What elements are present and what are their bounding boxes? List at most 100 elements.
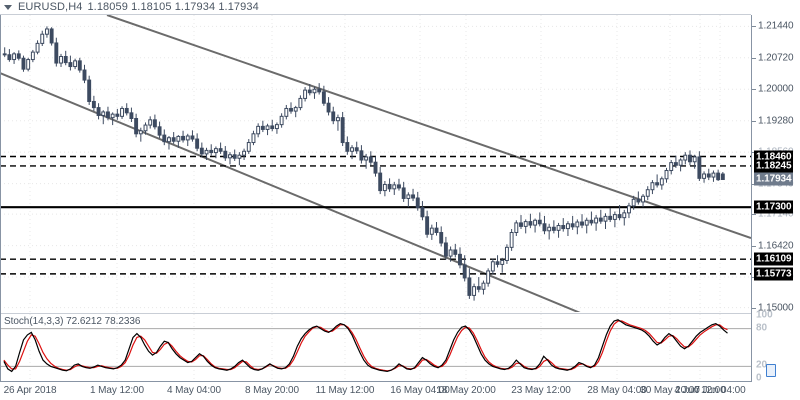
- candle-body: [594, 217, 599, 224]
- candle-body: [664, 169, 669, 180]
- candle-body: [565, 223, 570, 230]
- pane-left-border: [0, 15, 1, 382]
- stochastic-d-line[interactable]: [3, 320, 728, 372]
- candle-body: [556, 225, 561, 231]
- price-tick-mark: [752, 307, 756, 309]
- candle-body: [622, 212, 627, 219]
- stochastic-k-line[interactable]: [3, 319, 728, 373]
- candle-body: [260, 125, 265, 130]
- price-plot-area[interactable]: [0, 15, 751, 312]
- candle-body: [453, 249, 458, 255]
- candle-body: [382, 183, 387, 192]
- triangle-down-icon[interactable]: [4, 3, 13, 12]
- candle-body: [35, 42, 40, 53]
- candle-body: [603, 215, 608, 222]
- candle-body: [157, 126, 162, 136]
- candle-body: [397, 184, 401, 189]
- price-level-badge[interactable]: 1.16109: [754, 252, 794, 266]
- candle-body: [21, 57, 26, 70]
- price-tick-label: 1.16420: [758, 240, 794, 252]
- candlestick-series[interactable]: [2, 26, 725, 301]
- candle-body: [152, 119, 157, 128]
- price-scale-axis[interactable]: 1.214401.207201.200001.192801.185601.178…: [751, 15, 800, 384]
- time-tick-label: 1 May 12:00: [90, 385, 144, 396]
- current-price-badge[interactable]: 1.17934: [754, 172, 794, 186]
- candle-body: [354, 147, 359, 152]
- candle-body: [697, 156, 702, 179]
- candle-body: [627, 205, 631, 214]
- time-tick-label: 11 May 12:00: [315, 385, 375, 396]
- candle-body: [443, 242, 448, 257]
- candle-body: [129, 112, 134, 120]
- stochastic-plot-area[interactable]: [0, 314, 751, 381]
- candle-body: [106, 111, 110, 119]
- price-level-badge[interactable]: 1.17300: [754, 200, 794, 214]
- candle-body: [500, 259, 505, 265]
- price-level-badge[interactable]: 1.18245: [754, 159, 794, 173]
- candle-body: [678, 159, 683, 166]
- candle-body: [265, 125, 270, 130]
- candle-body: [237, 154, 242, 159]
- candle-body: [279, 115, 284, 126]
- symbol-timeframe-label: EURUSD,H4: [18, 1, 83, 13]
- price-tick-mark: [752, 57, 756, 59]
- price-tick-label: 1.20000: [758, 83, 794, 95]
- candle-body: [495, 261, 500, 265]
- trendline-channel-upper[interactable]: [106, 15, 751, 239]
- candle-body: [59, 55, 63, 64]
- candle-body: [411, 194, 416, 199]
- time-scale-axis[interactable]: 26 Apr 2018 1 May 12:00 4 May 04:00 8 May 2…: [0, 382, 751, 400]
- candle-body: [270, 125, 275, 130]
- candle-body: [171, 137, 176, 142]
- time-tick-label: 4 Jun 12:00: [674, 385, 726, 396]
- candle-body: [12, 53, 17, 61]
- stochastic-scale-label: 100: [756, 309, 773, 321]
- candle-body: [115, 113, 120, 117]
- candle-body: [720, 173, 725, 180]
- candle-body: [340, 117, 345, 144]
- candle-body: [425, 216, 430, 235]
- candle-body: [303, 89, 308, 99]
- stochastic-indicator-pane[interactable]: [0, 313, 751, 382]
- candle-body: [242, 150, 247, 156]
- candle-body: [298, 97, 303, 109]
- price-level-badge[interactable]: 1.15773: [754, 267, 794, 281]
- candle-body: [40, 33, 45, 44]
- candle-body: [598, 217, 603, 222]
- price-tick-mark: [752, 245, 756, 247]
- candle-body: [612, 214, 617, 220]
- candle-body: [148, 119, 153, 126]
- candle-body: [331, 111, 336, 122]
- candle-body: [392, 184, 397, 190]
- candle-body: [364, 156, 369, 161]
- price-tick-mark: [752, 26, 756, 28]
- candle-body: [547, 226, 552, 232]
- candle-body: [575, 221, 580, 228]
- candle-body: [645, 189, 650, 197]
- candle-body: [7, 54, 12, 61]
- candle-body: [167, 137, 171, 143]
- stochastic-scale-label: 20: [756, 359, 768, 371]
- time-tick-label: 18 May 20:00: [436, 385, 496, 396]
- time-tick-label: 28 May 04:00: [587, 385, 647, 396]
- candle-body: [481, 282, 486, 290]
- price-chart-pane[interactable]: [0, 15, 751, 312]
- candle-body: [401, 187, 406, 199]
- candle-body: [406, 194, 411, 199]
- candle-body: [124, 107, 129, 114]
- candle-body: [415, 197, 420, 209]
- candle-body: [16, 53, 21, 59]
- candle-body: [195, 138, 200, 149]
- candle-body: [486, 270, 491, 284]
- candle-body: [185, 135, 190, 141]
- candle-body: [519, 222, 523, 227]
- candle-body: [462, 264, 467, 279]
- candle-body: [659, 178, 664, 186]
- candle-body: [528, 221, 533, 226]
- candle-body: [181, 135, 186, 141]
- candle-body: [537, 219, 542, 225]
- chart-shift-handle-icon[interactable]: [766, 364, 776, 377]
- ohlc-values-label: 1.18059 1.18105 1.17934 1.17934: [87, 1, 259, 13]
- candle-body: [636, 198, 641, 203]
- stochastic-legend-label: Stoch(14,3,3) 72.6212 78.2336: [4, 316, 141, 327]
